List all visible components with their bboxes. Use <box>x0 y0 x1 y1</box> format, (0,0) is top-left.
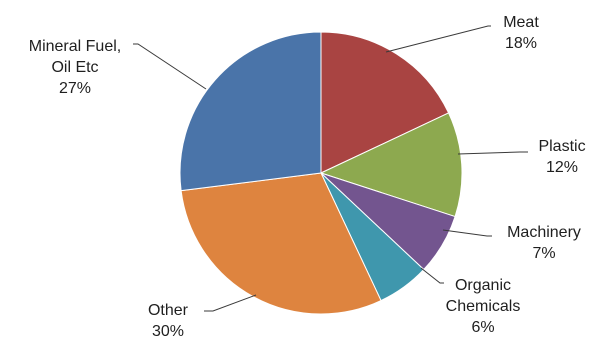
leader-line-other <box>204 294 257 312</box>
pie-slice-plastic <box>319 112 463 218</box>
data-label-category: Chemicals <box>446 298 521 315</box>
data-label-plastic: Plastic 12% <box>538 138 585 176</box>
leader-line-plastic <box>457 151 528 155</box>
data-label-category: Plastic <box>538 138 585 155</box>
pie-slice-meat <box>320 31 450 174</box>
leader-lines <box>133 25 528 312</box>
data-label-percent: 30% <box>152 323 184 340</box>
leader-line-machinery <box>442 229 492 237</box>
data-label-percent: 12% <box>546 159 578 176</box>
data-label-percent: 7% <box>532 245 555 262</box>
data-label-other: Other 30% <box>148 302 189 340</box>
data-label-machinery: Machinery 7% <box>507 224 581 262</box>
data-label-category: Machinery <box>507 224 581 241</box>
slice-labels: Meat 18% Plastic 12% Machinery 7% Organic Chemi… <box>29 14 586 340</box>
data-label-percent: 27% <box>59 80 91 97</box>
data-label-organic-chemicals: Organic Chemicals 6% <box>446 277 521 336</box>
pie-slice-mineral-fuel-oil-etc <box>179 31 322 192</box>
leader-line-meat <box>385 25 491 53</box>
data-label-category: Other <box>148 302 189 319</box>
data-label-category: Mineral Fuel, <box>29 38 121 55</box>
data-label-meat: Meat 18% <box>503 14 539 52</box>
data-label-mineral-fuel-oil-etc: Mineral Fuel, Oil Etc 27% <box>29 38 121 97</box>
data-label-percent: 6% <box>471 319 494 336</box>
pie-slices <box>179 31 463 315</box>
data-label-category: Meat <box>503 14 539 31</box>
data-label-category: Oil Etc <box>51 59 98 76</box>
leader-line-organic-chemicals <box>420 267 444 284</box>
data-label-category: Organic <box>455 277 511 294</box>
leader-line-mineral-fuel-oil-etc <box>133 43 207 90</box>
data-label-percent: 18% <box>505 35 537 52</box>
